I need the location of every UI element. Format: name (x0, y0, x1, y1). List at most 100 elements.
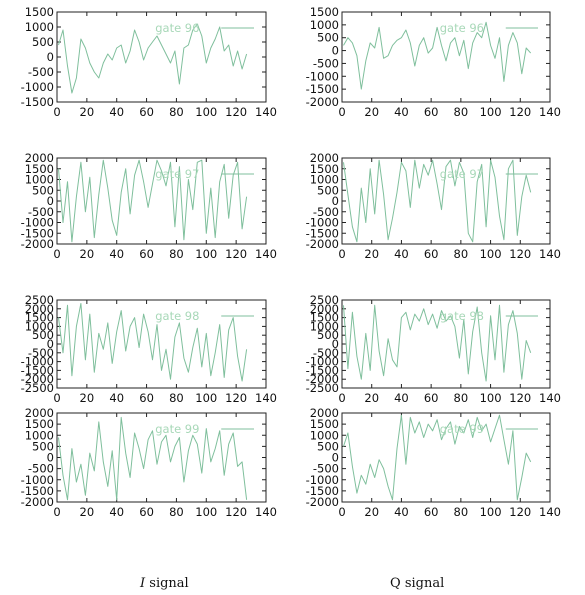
legend-label: gate 99 (440, 422, 484, 436)
legend-label: gate 98 (155, 309, 199, 323)
y-tick-label: 1500 (310, 162, 339, 176)
panel-Q-gate-96: 0 20 40 60 80 100 120 140150010005000-500-1000-… (306, 5, 561, 119)
y-tick-label: 0 (47, 337, 54, 351)
series-line-I-gate-98 (58, 303, 248, 382)
y-tick-label: -500 (28, 346, 54, 360)
x-tick-label: 0 (338, 391, 345, 405)
x-tick-label: 60 (139, 105, 154, 119)
y-tick-label: 0 (47, 451, 54, 465)
y-tick-label: -2000 (306, 95, 339, 109)
y-tick-label: -500 (313, 462, 339, 476)
x-tick-label: 60 (139, 505, 154, 519)
y-tick-label: -500 (28, 205, 54, 219)
x-tick-label: 20 (80, 247, 95, 261)
x-tick-label: 40 (394, 505, 409, 519)
x-tick-label: 120 (225, 391, 247, 405)
panel-I-gate-99: 0 20 40 60 80 100 120 1402000150010005000-500-1… (21, 406, 277, 519)
y-tick-label: 2000 (25, 302, 54, 316)
y-tick-label: -1000 (306, 355, 339, 369)
y-tick-label: 500 (317, 183, 339, 197)
y-tick-label: -2500 (21, 381, 54, 395)
x-tick-label: 120 (509, 391, 531, 405)
x-tick-label: 0 (53, 505, 60, 519)
x-tick-label: 120 (225, 247, 247, 261)
x-tick-label: 40 (109, 247, 124, 261)
y-tick-label: 500 (32, 439, 54, 453)
y-tick-label: -1000 (306, 216, 339, 230)
x-tick-label: 100 (480, 505, 502, 519)
y-tick-label: -2000 (21, 237, 54, 251)
x-tick-label: 100 (195, 105, 217, 119)
y-tick-label: 1000 (25, 173, 54, 187)
x-tick-label: 80 (454, 391, 469, 405)
y-tick-label: 2000 (25, 406, 54, 420)
y-tick-label: 0 (47, 50, 54, 64)
panel-I-gate-97: 0 20 40 60 80 100 120 1402000150010005000-500-1… (21, 151, 277, 261)
x-tick-label: 40 (394, 247, 409, 261)
y-tick-label: 500 (32, 328, 54, 342)
y-tick-label: 1000 (25, 319, 54, 333)
x-tick-label: 140 (539, 105, 561, 119)
y-tick-label: -500 (313, 56, 339, 70)
caption-i-symbol: I (140, 576, 146, 591)
panel-I-gate-96: 0 20 40 60 80 100 120 140150010005000-500-1000-… (21, 5, 277, 119)
legend-label: gate 96 (155, 21, 199, 35)
y-tick-label: -1000 (21, 473, 54, 487)
y-tick-label: 2000 (310, 406, 339, 420)
y-tick-label: 0 (47, 194, 54, 208)
caption-q-signal: Q signal (390, 576, 444, 591)
x-tick-label: 20 (364, 391, 379, 405)
y-tick-label: -1500 (21, 363, 54, 377)
x-tick-label: 40 (394, 391, 409, 405)
x-tick-label: 100 (195, 391, 217, 405)
series-line-I-gate-96 (58, 23, 248, 94)
y-tick-label: -2000 (21, 495, 54, 509)
legend-label: gate 97 (155, 167, 199, 181)
y-tick-label: 1000 (310, 173, 339, 187)
x-tick-label: 100 (195, 505, 217, 519)
y-tick-label: 2500 (25, 293, 54, 307)
y-tick-label: 2000 (25, 151, 54, 165)
series-line-Q-gate-99 (343, 414, 532, 501)
x-tick-label: 20 (364, 105, 379, 119)
x-tick-label: 60 (424, 105, 439, 119)
y-tick-label: 1000 (310, 319, 339, 333)
y-tick-label: 500 (317, 31, 339, 45)
series-line-Q-gate-98 (343, 304, 532, 382)
series-line-I-gate-97 (58, 159, 248, 243)
y-tick-label: -500 (313, 346, 339, 360)
x-tick-label: 80 (169, 505, 184, 519)
x-tick-label: 140 (255, 247, 277, 261)
x-tick-label: 40 (109, 391, 124, 405)
x-tick-label: 140 (255, 105, 277, 119)
y-tick-label: 1000 (310, 428, 339, 442)
x-tick-label: 80 (454, 247, 469, 261)
caption-q-symbol: Q (390, 576, 401, 591)
panel-Q-gate-97: 0 20 40 60 80 100 120 1402000150010005000-500-1… (306, 151, 561, 261)
y-tick-label: 1500 (25, 162, 54, 176)
x-tick-label: 120 (509, 505, 531, 519)
plot-frame (341, 11, 551, 103)
y-tick-label: 500 (317, 328, 339, 342)
x-tick-label: 120 (225, 105, 247, 119)
x-tick-label: 0 (338, 247, 345, 261)
legend-label: gate 99 (155, 422, 199, 436)
x-tick-label: 140 (255, 505, 277, 519)
y-tick-label: -1000 (21, 216, 54, 230)
y-tick-label: -1000 (306, 473, 339, 487)
x-tick-label: 140 (255, 391, 277, 405)
x-tick-label: 80 (454, 105, 469, 119)
y-tick-label: -1500 (21, 226, 54, 240)
x-tick-label: 80 (169, 391, 184, 405)
x-tick-label: 0 (53, 105, 60, 119)
y-tick-label: -1000 (21, 355, 54, 369)
caption-q-text: signal (404, 576, 445, 591)
panel-Q-gate-98: 0 20 40 60 80 100 120 14025002000150010005000-5… (306, 293, 561, 405)
x-tick-label: 140 (539, 391, 561, 405)
y-tick-label: -1500 (306, 82, 339, 96)
y-tick-label: -500 (28, 65, 54, 79)
y-tick-label: -2000 (306, 237, 339, 251)
y-tick-label: -2000 (306, 495, 339, 509)
x-tick-label: 100 (480, 105, 502, 119)
